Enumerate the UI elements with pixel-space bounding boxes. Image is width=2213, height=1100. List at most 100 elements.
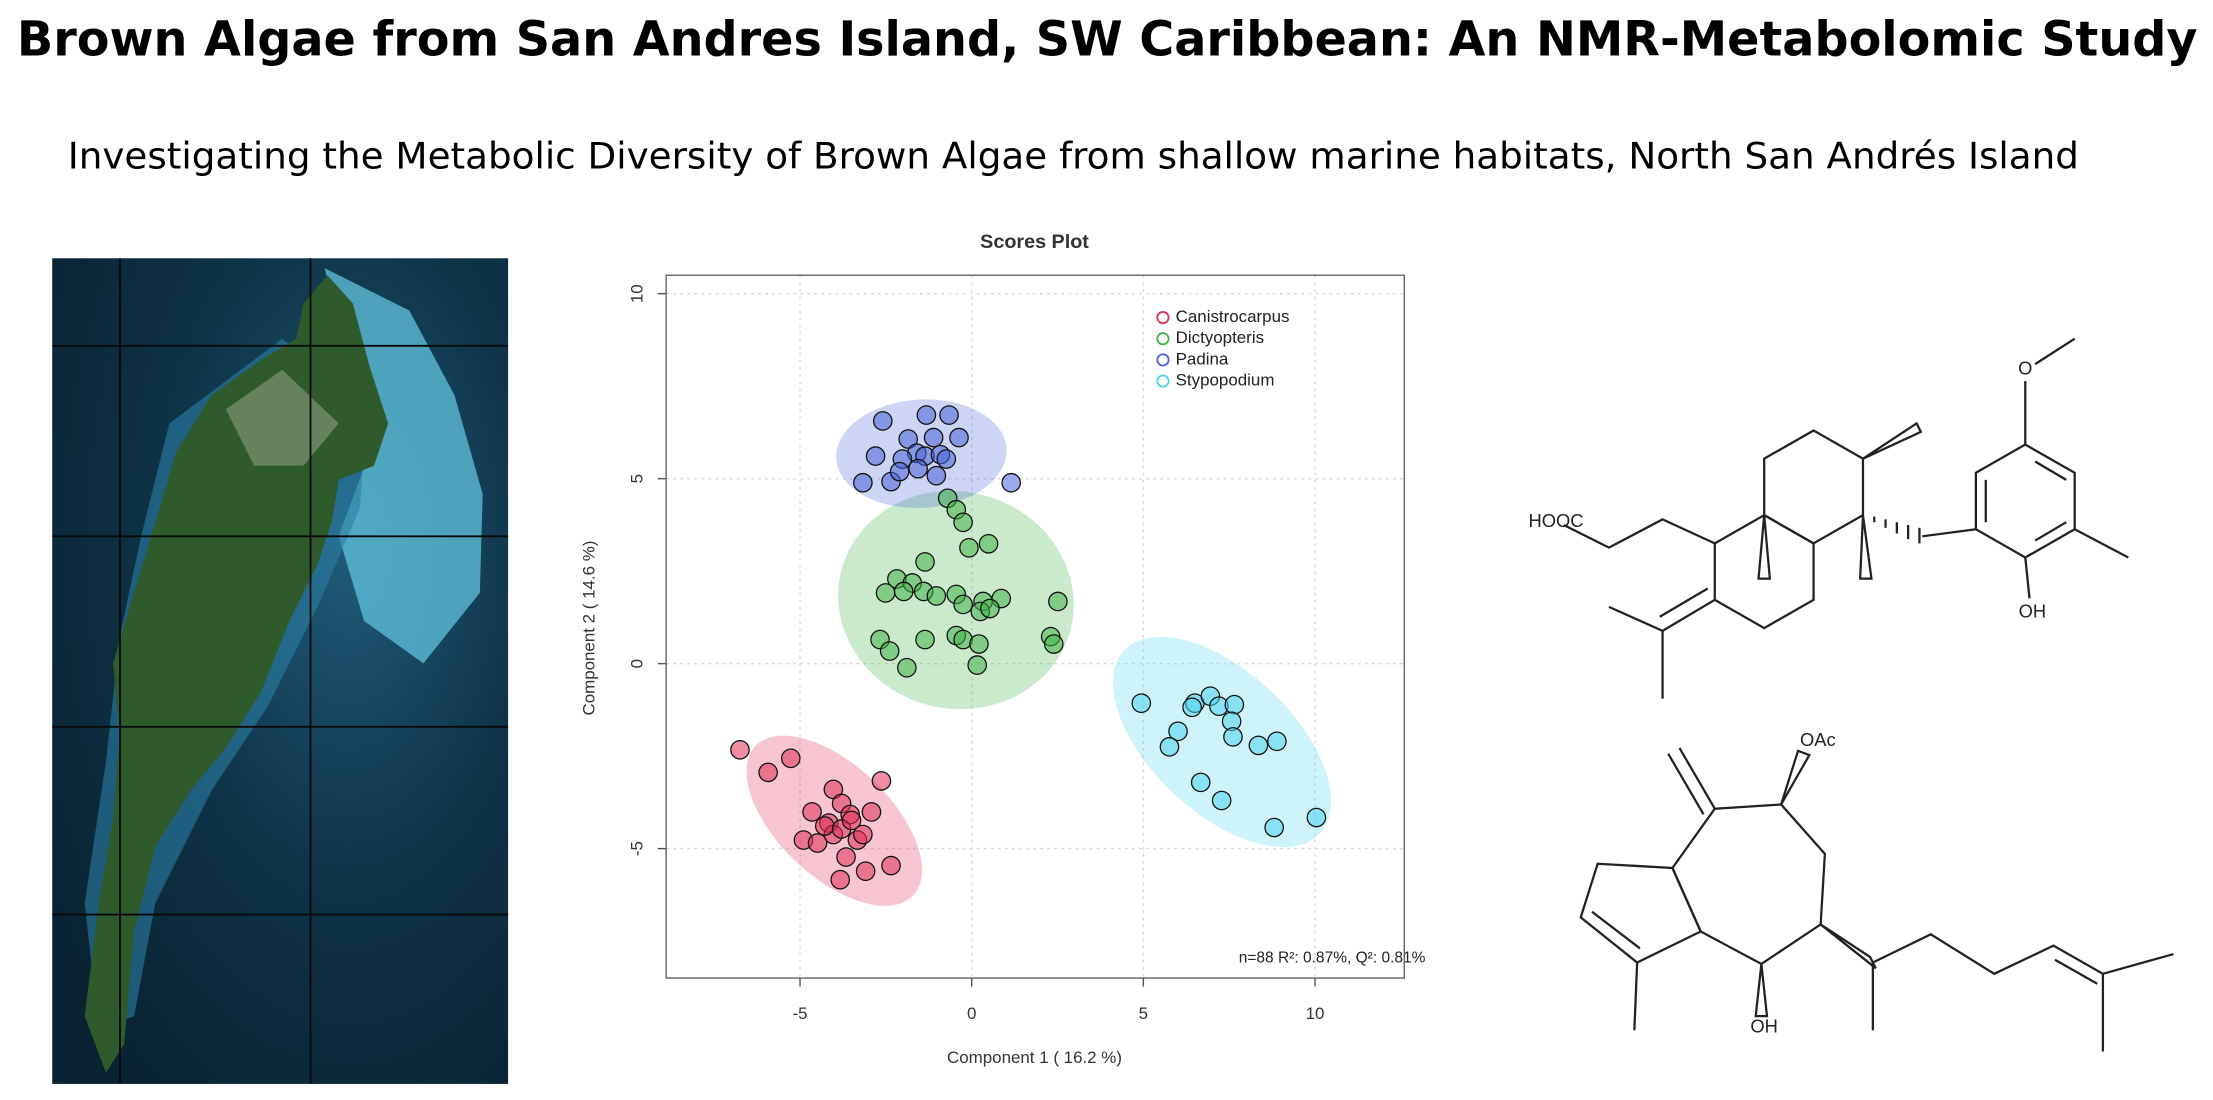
point xyxy=(1168,721,1188,742)
point xyxy=(978,533,999,554)
wedge xyxy=(1858,514,1873,580)
satellite-map xyxy=(52,258,509,1084)
point xyxy=(1267,731,1287,752)
point xyxy=(853,824,873,845)
point xyxy=(1211,790,1232,811)
legend-marker xyxy=(1156,310,1170,325)
point xyxy=(908,458,928,479)
point xyxy=(1306,807,1327,828)
y-tick-label: -5 xyxy=(627,841,646,856)
confidence-ellipse xyxy=(1112,636,1332,848)
point xyxy=(881,855,901,876)
y-axis-label: Component 2 ( 14.6 %) xyxy=(579,541,598,716)
point xyxy=(872,411,893,431)
point xyxy=(1248,735,1269,756)
x-axis-label: Component 1 ( 16.2 %) xyxy=(947,1048,1122,1067)
point xyxy=(814,816,835,836)
point xyxy=(1048,591,1068,612)
bond xyxy=(2054,958,2098,985)
point xyxy=(980,598,1000,619)
bond xyxy=(2024,557,2031,599)
point xyxy=(959,538,979,558)
point xyxy=(730,740,750,760)
point xyxy=(936,449,957,469)
aromatic-ring xyxy=(1974,443,2076,559)
x-tick-label: 10 xyxy=(1306,1004,1325,1023)
wedge xyxy=(1862,421,1923,460)
bond xyxy=(1608,605,1664,699)
bond xyxy=(1633,962,1639,1031)
point xyxy=(841,810,862,831)
point xyxy=(969,634,989,654)
atom-label: HOOC xyxy=(1528,510,1583,531)
title: Brown Algae from San Andres Island, SW C… xyxy=(17,11,2198,67)
island xyxy=(84,275,389,1073)
point xyxy=(967,655,988,675)
legend-label: Stypopodium xyxy=(1176,371,1275,390)
x-tick-label: -5 xyxy=(793,1004,808,1023)
point xyxy=(1001,472,1022,493)
point xyxy=(1190,772,1211,793)
bond xyxy=(2034,460,2067,481)
y-tick-label: 5 xyxy=(627,474,646,483)
y-tick-label: 0 xyxy=(627,659,646,668)
atom-label: OH xyxy=(2019,600,2046,621)
atom-label: O xyxy=(2018,358,2032,379)
bond xyxy=(1922,528,1977,538)
point xyxy=(953,594,973,615)
legend-label: Canistrocarpus xyxy=(1176,307,1290,326)
annotation: n=88 R²: 0.87%, Q²: 0.81% xyxy=(1239,949,1426,966)
y-tick-label: 10 xyxy=(627,284,646,303)
chart-title: Scores Plot xyxy=(980,231,1089,253)
wedge xyxy=(1757,515,1772,580)
point xyxy=(758,762,778,783)
point xyxy=(853,472,873,493)
wedge xyxy=(1780,749,1811,806)
point xyxy=(1159,737,1180,757)
point xyxy=(807,833,828,853)
point xyxy=(875,583,896,603)
atom-label: OAc xyxy=(1800,729,1836,750)
point xyxy=(893,581,914,602)
x-tick-label: 5 xyxy=(1139,1004,1148,1023)
x-tick-label: 0 xyxy=(967,1004,976,1023)
point xyxy=(1043,634,1064,654)
point xyxy=(926,465,947,486)
legend-label: Dictyopteris xyxy=(1176,328,1264,347)
point xyxy=(1224,694,1245,715)
wedge xyxy=(1754,963,1769,1018)
point xyxy=(802,802,822,822)
bond xyxy=(2034,337,2076,366)
point xyxy=(916,405,937,425)
point xyxy=(1182,697,1202,718)
point xyxy=(939,405,959,425)
side-chain xyxy=(1563,518,1716,549)
point xyxy=(871,771,892,791)
point xyxy=(780,748,801,769)
point xyxy=(855,861,876,881)
atom-label: OH xyxy=(1750,1015,1778,1036)
point xyxy=(861,802,882,822)
point xyxy=(1131,693,1152,714)
structure-1: HOOC O OH xyxy=(1528,337,2129,699)
point xyxy=(915,629,935,650)
bond xyxy=(1678,747,1716,810)
side-chain xyxy=(1872,933,2174,976)
bond xyxy=(1661,598,1716,632)
subtitle: Investigating the Metabolic Diversity of… xyxy=(68,135,2079,178)
bond xyxy=(2074,528,2129,559)
legend-marker xyxy=(1156,332,1170,346)
legend-marker xyxy=(1156,374,1170,388)
tile-grid xyxy=(52,258,509,1084)
point xyxy=(889,461,910,482)
legend-label: Padina xyxy=(1176,349,1229,368)
point xyxy=(836,847,856,867)
scores-plot: Scores Plot Component 1 ( 16.2 %) Compon… xyxy=(579,231,1425,1067)
point xyxy=(1264,817,1284,838)
ring xyxy=(1763,429,1865,545)
bond xyxy=(1667,753,1705,815)
bond xyxy=(2034,521,2067,542)
